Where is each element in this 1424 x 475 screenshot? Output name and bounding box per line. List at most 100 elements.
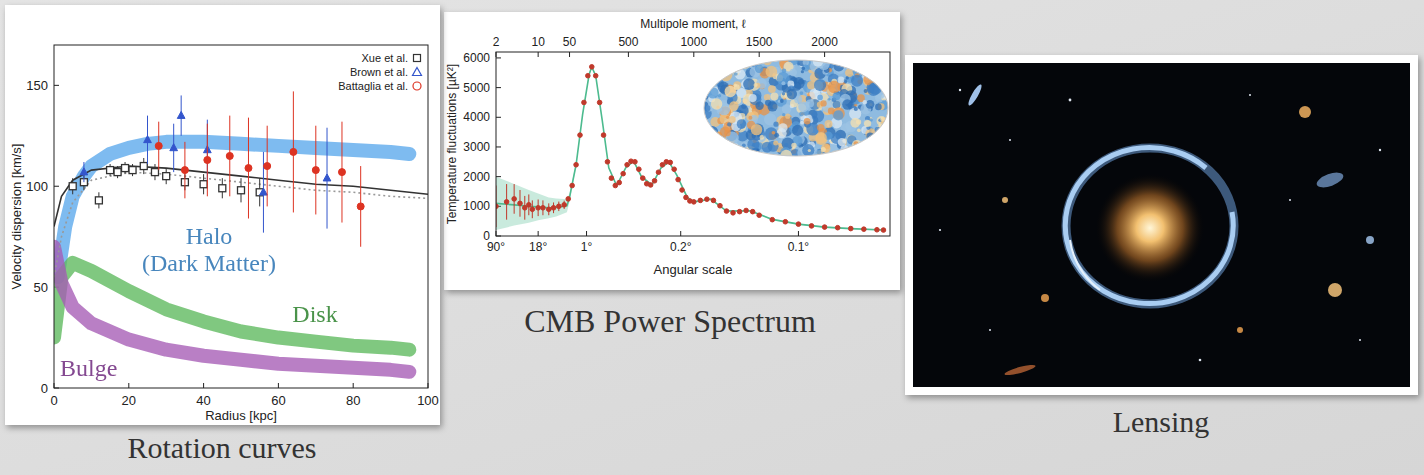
x-tick bbox=[278, 383, 279, 388]
einstein-ring bbox=[1065, 148, 1233, 304]
point bbox=[597, 100, 602, 105]
cmb-map-spot bbox=[754, 83, 758, 87]
cmb-map-spot bbox=[844, 61, 848, 65]
x2-axis-title: Angular scale bbox=[654, 262, 733, 277]
caption: Lensing bbox=[1113, 405, 1210, 438]
cmb-map-spot bbox=[710, 131, 715, 136]
cmb-map-spot bbox=[736, 61, 742, 67]
cmb-map-spot bbox=[709, 133, 713, 137]
cmb-map-spot bbox=[721, 140, 728, 147]
star bbox=[1199, 359, 1202, 362]
cmb-map-spot bbox=[781, 81, 785, 85]
cmb-map-spot bbox=[726, 67, 731, 72]
cmb-map-spot bbox=[808, 149, 811, 152]
x2-tick bbox=[586, 231, 587, 236]
cmb-map-spot bbox=[785, 114, 790, 119]
cmb-map-spot bbox=[708, 133, 713, 138]
point bbox=[621, 171, 626, 176]
cmb-map-spot bbox=[857, 128, 861, 132]
point bbox=[881, 228, 886, 233]
star bbox=[1009, 139, 1011, 141]
line bbox=[54, 172, 428, 277]
cmb-map-spot bbox=[724, 130, 730, 136]
cmb-map-spot bbox=[782, 68, 787, 73]
plot-frame bbox=[54, 45, 428, 388]
y-tick-label: 50 bbox=[34, 280, 48, 295]
x-tick bbox=[824, 52, 825, 57]
y-tick bbox=[496, 57, 501, 58]
cmb-map-spot bbox=[774, 133, 779, 138]
cmb-map-spot bbox=[766, 66, 778, 78]
cmb-map-spot bbox=[828, 81, 840, 93]
galaxy bbox=[1299, 106, 1311, 118]
legend-marker bbox=[413, 68, 422, 76]
point bbox=[204, 157, 211, 164]
cmb-map-spot bbox=[773, 141, 778, 146]
einstein-ring-glow bbox=[1066, 148, 1234, 304]
point bbox=[357, 203, 364, 210]
cmb-map-spot bbox=[730, 55, 741, 66]
y-axis-title: Temperature fluctuations [µK²] bbox=[445, 64, 459, 224]
x-tick bbox=[693, 52, 694, 57]
band-label-line: (Dark Matter) bbox=[142, 250, 276, 276]
cmb-map-spot bbox=[821, 147, 826, 152]
cmb-map-spot bbox=[711, 98, 722, 109]
cmb-map-spot bbox=[833, 101, 841, 109]
cmb-map-spot bbox=[737, 119, 747, 129]
cmb-map-spot bbox=[755, 102, 763, 110]
cmb-map-spot bbox=[851, 75, 863, 87]
cmb-map-spot bbox=[702, 93, 709, 100]
band bbox=[54, 247, 409, 372]
cmb-map-spot bbox=[817, 95, 823, 101]
y-tick-label: 2000 bbox=[463, 170, 490, 184]
x-tick bbox=[203, 383, 204, 388]
point bbox=[601, 133, 606, 138]
point bbox=[527, 203, 532, 208]
cmb-map-spot bbox=[873, 148, 878, 153]
chart-card bbox=[444, 12, 900, 290]
caption: CMB Power Spectrum bbox=[524, 303, 816, 339]
legend-marker bbox=[414, 55, 421, 62]
chart-card bbox=[5, 5, 440, 425]
point bbox=[551, 206, 556, 211]
x-tick-label: 2 bbox=[493, 35, 500, 49]
cmb-map-spot bbox=[748, 116, 752, 120]
point bbox=[140, 163, 147, 170]
cmb-map-spot bbox=[859, 143, 869, 153]
point bbox=[809, 224, 814, 229]
cmb-map-spot bbox=[782, 113, 785, 116]
band-label: Bulge bbox=[60, 355, 117, 381]
cmb-map-spot bbox=[877, 133, 884, 140]
cmb-map-spot bbox=[877, 67, 886, 76]
x-tick-label: 10 bbox=[531, 35, 545, 49]
cmb-map-spot bbox=[797, 62, 800, 65]
galaxy bbox=[1002, 197, 1008, 203]
point bbox=[737, 209, 742, 214]
point bbox=[684, 195, 689, 200]
legend: Xue et al.Brown et al.Battaglia et al. bbox=[338, 52, 421, 92]
cmb-map-spot bbox=[703, 64, 711, 72]
x2-tick bbox=[680, 231, 681, 236]
point bbox=[69, 183, 76, 190]
x-tick bbox=[759, 52, 760, 57]
x-axis-title: Radius [kpc] bbox=[205, 408, 277, 423]
cmb-map-spot bbox=[812, 110, 825, 123]
cmb-map-spot bbox=[802, 67, 806, 71]
x-tick-label: 20 bbox=[122, 393, 136, 408]
point bbox=[144, 136, 152, 143]
cmb-map-base bbox=[704, 60, 888, 156]
cmb-map-spot bbox=[865, 141, 868, 144]
cmb-map-spot bbox=[720, 71, 724, 75]
galaxy bbox=[1328, 283, 1342, 297]
x-tick-label: 50 bbox=[563, 35, 577, 49]
star bbox=[939, 229, 941, 231]
band-label: Halo(Dark Matter) bbox=[142, 223, 276, 276]
cmb-map-spot bbox=[804, 118, 811, 125]
cmb-map-spot bbox=[715, 142, 720, 147]
x-tick-label: 2000 bbox=[811, 35, 838, 49]
x-tick-label: 0 bbox=[50, 393, 57, 408]
cmb-map-spot bbox=[768, 85, 776, 93]
point bbox=[668, 160, 673, 165]
cmb-map-spot bbox=[710, 134, 714, 138]
band bbox=[58, 142, 410, 277]
